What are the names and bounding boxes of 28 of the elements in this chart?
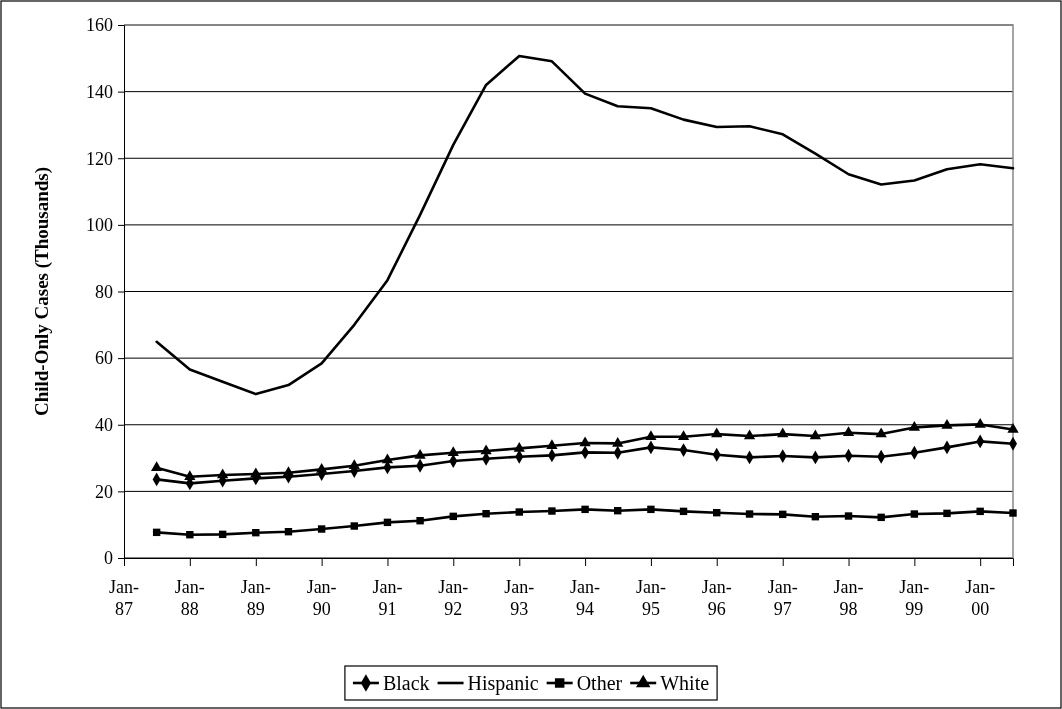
y-tick-label: 160: [86, 15, 113, 36]
y-tick-label: 0: [104, 548, 113, 569]
x-tick-label: Jan-00: [965, 577, 996, 619]
y-tick-label: 80: [95, 281, 113, 302]
y-axis-title: Child-Only Cases (Thousands): [31, 166, 53, 417]
x-tick-label: Jan-97: [767, 577, 798, 619]
legend-label: Other: [576, 672, 623, 694]
x-tick-label: Jan-94: [570, 577, 601, 619]
x-tick-label: Jan-90: [306, 577, 337, 619]
x-tick-label: Jan-93: [504, 577, 535, 619]
y-tick-label: 20: [95, 481, 113, 502]
x-tick-label: Jan-91: [372, 577, 403, 619]
x-tick-label: Jan-99: [899, 577, 930, 619]
x-tick-label: Jan-87: [109, 577, 139, 619]
x-tick-label: Jan-98: [833, 577, 864, 619]
y-tick-label: 60: [95, 348, 113, 369]
x-tick-label: Jan-95: [635, 577, 666, 619]
x-tick-label: Jan-96: [701, 577, 732, 619]
y-tick-label: 40: [95, 415, 113, 436]
legend-label: Hispanic: [467, 672, 539, 695]
legend-label: Black: [382, 672, 430, 694]
y-tick-label: 100: [86, 215, 113, 236]
x-tick-label: Jan-88: [174, 577, 205, 619]
legend-label: White: [660, 672, 710, 694]
x-tick-label: Jan-92: [438, 577, 469, 619]
x-tick-label: Jan-89: [240, 577, 271, 619]
y-tick-label: 140: [86, 81, 113, 102]
y-tick-label: 120: [86, 148, 113, 169]
